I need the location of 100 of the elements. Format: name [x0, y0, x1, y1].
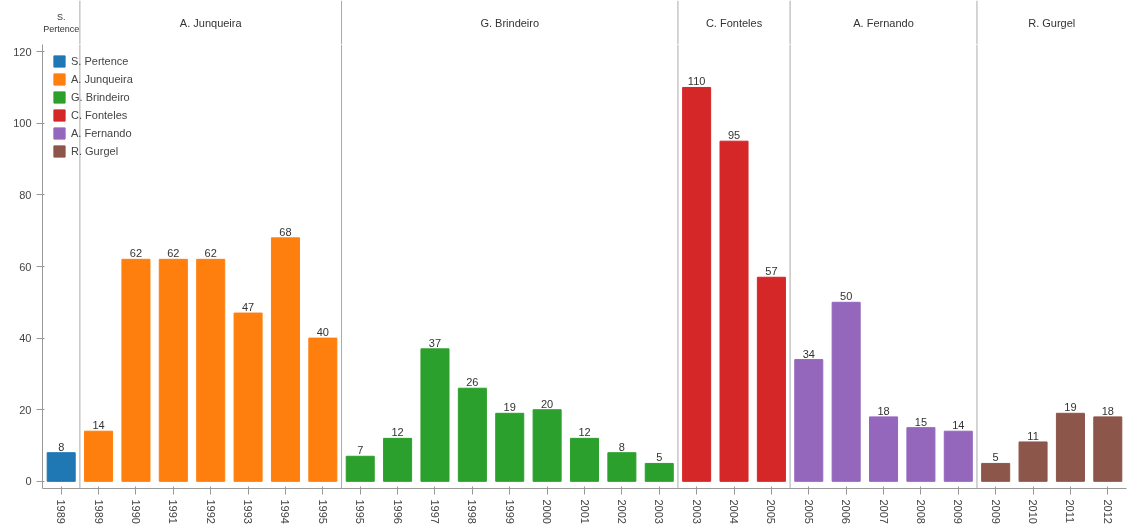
text: C. Fonteles [705, 16, 763, 29]
bar [794, 359, 824, 482]
x-tick-label: 1995 [354, 499, 367, 524]
bar [46, 452, 76, 482]
x-tick-label: 2003 [690, 499, 703, 524]
data-label: 12 [391, 426, 404, 439]
bar [383, 437, 413, 482]
bar [196, 258, 226, 482]
text: A. Fernando [853, 16, 914, 29]
data-label: 37 [428, 336, 442, 349]
legend-label: S. Pertence [71, 55, 129, 67]
x-tick-label: 2001 [578, 499, 591, 524]
data-label: 11 [1027, 429, 1039, 442]
data-label: 68 [279, 225, 292, 238]
x-tick-label: 2005 [802, 499, 815, 524]
bar [719, 140, 749, 482]
data-label: 15 [914, 415, 928, 428]
x-tick-label: 2006 [840, 499, 853, 524]
x-tick-label: 1993 [242, 499, 255, 524]
x-tick-label: 1989 [55, 499, 68, 524]
bar [981, 462, 1011, 482]
bar [420, 348, 450, 482]
bar [345, 455, 375, 482]
x-tick-label: 2008 [914, 499, 927, 524]
x-tick-label: 2007 [877, 499, 890, 524]
x-tick-label: 2000 [541, 499, 554, 524]
x-tick-label: 1995 [316, 499, 329, 524]
y-tick-label: 80 [19, 188, 32, 201]
x-tick-label: 1999 [503, 499, 516, 524]
data-label: 110 [687, 75, 706, 88]
bar [84, 430, 114, 482]
bar [270, 237, 300, 482]
data-label: 19 [503, 401, 516, 414]
data-label: 14 [92, 419, 105, 432]
bar [308, 337, 338, 482]
legend-label: C. Fonteles [71, 109, 128, 121]
data-label: 40 [316, 326, 329, 339]
text: G. Brindeiro [480, 16, 540, 29]
data-label: 62 [167, 247, 180, 260]
data-label: 8 [618, 440, 625, 453]
legend-label: A. Fernando [71, 127, 132, 139]
y-tick-label: 100 [13, 117, 32, 130]
data-label: 7 [357, 444, 364, 457]
data-label: 5 [992, 451, 999, 464]
x-tick-label: 1996 [391, 499, 404, 524]
x-tick-label: 2011 [1064, 499, 1077, 524]
data-label: 19 [1064, 401, 1077, 414]
y-tick-label: 120 [13, 45, 32, 58]
bar [943, 430, 973, 482]
y-tick-label: 20 [19, 403, 32, 416]
data-label: 18 [877, 404, 890, 417]
x-tick-label: 2012 [1101, 499, 1114, 524]
data-label: 5 [656, 451, 663, 464]
x-tick-label: 1998 [466, 499, 479, 524]
text: S. Pertence [43, 11, 80, 34]
data-label: 20 [541, 397, 554, 410]
bar [1055, 412, 1085, 482]
text: R. Gurgel [1028, 16, 1076, 29]
bar [756, 276, 786, 482]
y-tick-label: 40 [19, 332, 32, 345]
bar [233, 312, 263, 482]
x-tick-label: 2002 [615, 499, 628, 524]
x-tick-label: 1990 [129, 499, 142, 524]
data-label: 50 [840, 290, 853, 303]
x-tick-label: 2009 [989, 499, 1002, 524]
bar [869, 416, 899, 482]
data-label: 26 [466, 376, 479, 389]
bar [1018, 441, 1048, 482]
legend-label: G. Brindeiro [71, 91, 130, 103]
data-label: 12 [578, 426, 591, 439]
bar [121, 258, 151, 482]
x-tick-label: 2005 [765, 499, 778, 524]
x-tick-label: 1991 [167, 499, 180, 524]
bar [1093, 416, 1123, 482]
data-label: 62 [129, 247, 143, 260]
bar [569, 437, 600, 482]
bar [532, 409, 562, 482]
bar [831, 301, 861, 482]
bar [607, 452, 637, 482]
y-tick-label: 0 [25, 475, 32, 488]
x-tick-label: 2009 [952, 499, 965, 524]
x-tick-label: 1997 [428, 499, 441, 524]
x-tick-label: 2003 [653, 499, 666, 524]
x-tick-label: 2004 [728, 499, 741, 524]
x-tick-label: 1994 [279, 499, 292, 524]
bar [457, 387, 487, 482]
data-label: 34 [802, 347, 815, 360]
text: A. Junqueira [179, 16, 242, 29]
bar [906, 427, 936, 482]
data-label: 57 [765, 265, 778, 278]
data-label: 8 [58, 440, 65, 453]
data-label: 95 [727, 129, 741, 142]
x-tick-label: 2010 [1027, 499, 1040, 524]
legend-label: A. Junqueira [71, 73, 133, 85]
data-label: 18 [1101, 404, 1114, 417]
bar [495, 412, 525, 482]
data-label: 47 [241, 301, 255, 314]
x-tick-label: 1992 [204, 499, 217, 524]
bar [644, 462, 674, 482]
y-tick-label: 60 [19, 260, 32, 273]
